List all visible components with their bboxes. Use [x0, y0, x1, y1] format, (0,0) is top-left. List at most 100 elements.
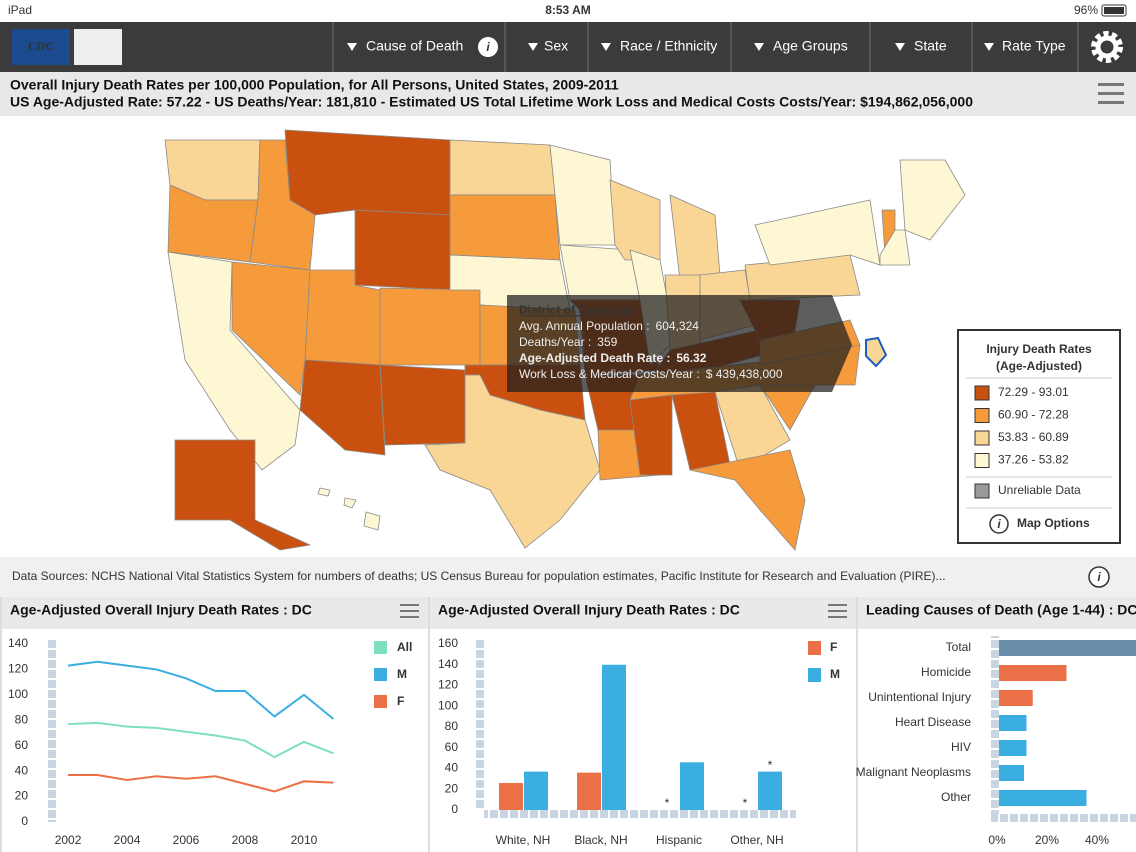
bar [999, 790, 1087, 806]
menu-age[interactable]: Age Groups [773, 38, 848, 54]
legend-items: 72.29 - 93.01 60.90 - 72.28 53.83 - 60.89 3… [974, 385, 1069, 499]
y-tick-label: 140 [438, 657, 458, 671]
bar [524, 771, 548, 810]
map-options[interactable]: Map Options [1017, 516, 1090, 530]
legend-label: 53.83 - 60.89 [998, 430, 1069, 444]
panel-header [2, 597, 428, 629]
y-tick-label: 120 [8, 662, 28, 676]
y-tick-label: 20 [15, 789, 29, 803]
series-line [68, 773, 334, 793]
legend-label: 72.29 - 93.01 [998, 385, 1069, 399]
bar [999, 765, 1024, 781]
bar [999, 640, 1136, 656]
x-tick-label: 2002 [55, 833, 82, 847]
tooltip-value: 604,324 [656, 319, 700, 333]
menu-rate[interactable]: Rate Type [1002, 38, 1066, 54]
value-label: * [768, 758, 773, 772]
bar [999, 665, 1067, 681]
tooltip-row: Avg. Annual Population : 604,324 [519, 319, 699, 333]
header [0, 72, 1136, 116]
x-tick-label: 2004 [114, 833, 141, 847]
x-tick-label: 0% [988, 833, 1006, 847]
y-tick-label: 100 [438, 698, 458, 712]
bar [680, 762, 704, 810]
value-label: * [665, 796, 670, 810]
bar [577, 772, 601, 810]
bar [758, 771, 782, 810]
axis-strip [476, 640, 484, 810]
tooltip-label: Avg. Annual Population : [519, 319, 650, 333]
x-tick-label: 20% [1035, 833, 1059, 847]
x-tick-label: 2006 [173, 833, 200, 847]
tooltip-row: Work Loss & Medical Costs/Year : $ 439,43… [519, 367, 783, 381]
menu-state[interactable]: State [914, 38, 947, 54]
axis-strip [484, 810, 796, 818]
value-label: * [743, 796, 748, 810]
nav-bar [0, 22, 1136, 72]
y-tick-label: 40 [445, 761, 459, 775]
info-icon[interactable] [478, 37, 498, 57]
legend-label: M [830, 667, 840, 681]
device: iPad [8, 3, 32, 17]
settings-gear[interactable] [1091, 31, 1123, 63]
series-line [68, 721, 334, 759]
panel-menu[interactable] [828, 604, 847, 618]
panel-header [430, 597, 856, 629]
legend-label: F [397, 694, 404, 708]
legend-subtitle: (Age-Adjusted) [996, 359, 1082, 373]
legend-swatch [974, 385, 990, 401]
battery-icon [1101, 4, 1127, 17]
tooltip-label: Deaths/Year : [519, 335, 591, 349]
menu-race[interactable]: Race / Ethnicity [620, 38, 717, 54]
category-label: Total [946, 640, 971, 654]
y-tick-label: 80 [445, 719, 459, 733]
logo-image [74, 29, 122, 65]
x-tick-label: 2008 [232, 833, 259, 847]
menu-cause[interactable]: Cause of Death [366, 38, 463, 54]
bar [499, 783, 523, 810]
y-tick-label: 120 [438, 678, 458, 692]
tooltip-label: Age-Adjusted Death Rate : [519, 351, 670, 365]
header-title: Overall Injury Death Rates per 100,000 P… [10, 77, 619, 93]
sources-info-icon[interactable] [1088, 566, 1110, 588]
y-tick-label: 20 [445, 781, 459, 795]
panel [2, 597, 428, 852]
unreliable-label: Unreliable Data [998, 483, 1081, 497]
y-tick-label: 140 [8, 636, 28, 650]
y-tick-label: 60 [15, 738, 29, 752]
map-options-icon[interactable] [989, 514, 1009, 534]
panel-header [858, 597, 1136, 629]
bar [999, 690, 1033, 706]
menu-sex[interactable]: Sex [544, 38, 568, 54]
x-tick-label: 2010 [291, 833, 318, 847]
category-label: Homicide [921, 665, 971, 679]
x-tick-label: Other, NH [730, 833, 783, 847]
y-tick-label: 100 [8, 687, 28, 701]
legend-swatch [974, 483, 990, 499]
category-label: HIV [951, 740, 971, 754]
legend-swatch [374, 695, 387, 708]
header-menu[interactable] [1098, 83, 1124, 104]
legend-dividers [966, 377, 1112, 509]
tooltip-label: Work Loss & Medical Costs/Year : [519, 367, 700, 381]
panel-title: Age-Adjusted Overall Injury Death Rates … [438, 602, 740, 618]
x-tick-label: 40% [1085, 833, 1109, 847]
y-tick-label: 80 [15, 712, 29, 726]
panel-title: Leading Causes of Death (Age 1-44) : DC [866, 602, 1136, 618]
panel-menu[interactable] [400, 604, 419, 618]
status-bar [0, 0, 1136, 22]
header-subtitle: US Age-Adjusted Rate: 57.22 - US Deaths/… [10, 94, 973, 110]
x-tick-label: White, NH [496, 833, 551, 847]
category-label: Other [941, 790, 971, 804]
data-sources: Data Sources: NCHS National Vital Statis… [12, 569, 946, 583]
category-label: Heart Disease [895, 715, 971, 729]
logo-text: CDC [28, 39, 54, 53]
tooltip-title: District of Columbia [519, 303, 633, 317]
dc-highlight[interactable] [865, 336, 888, 368]
bar [602, 664, 626, 810]
logo [12, 29, 70, 65]
battery-level [1104, 7, 1124, 14]
y-tick-label: 0 [451, 802, 458, 816]
